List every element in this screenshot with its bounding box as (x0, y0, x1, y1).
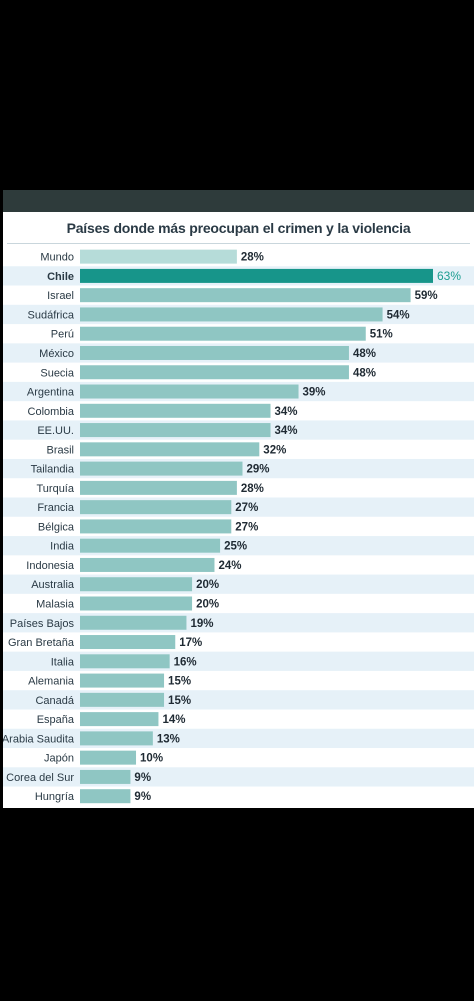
value-label-belgica: 27% (235, 521, 258, 533)
bar-sudafrica (80, 307, 383, 322)
category-label-paises-bajos: Países Bajos (10, 618, 75, 630)
category-label-israel: Israel (47, 290, 74, 302)
bar-ee-uu (80, 423, 271, 438)
value-label-malasia: 20% (196, 598, 219, 610)
value-label-canada: 15% (168, 695, 191, 707)
bar-belgica (80, 519, 232, 534)
bar-espana (80, 712, 159, 727)
value-label-espana: 14% (162, 714, 185, 726)
value-label-ee-uu: 34% (275, 425, 298, 437)
value-label-brasil: 32% (263, 444, 286, 456)
category-label-chile: Chile (47, 271, 74, 283)
bar-australia (80, 577, 193, 592)
bar-arabia-saudita (80, 731, 153, 746)
bar-israel (80, 288, 411, 303)
chart-title: Países donde más preocupan el crimen y l… (66, 220, 411, 236)
value-label-sudafrica: 54% (387, 309, 410, 321)
bar-argentina (80, 384, 299, 399)
category-label-tailandia: Tailandia (31, 464, 75, 476)
category-label-hungria: Hungría (35, 791, 75, 803)
bar-india (80, 538, 221, 553)
value-label-japon: 10% (140, 753, 163, 765)
bar-italia (80, 654, 170, 669)
category-label-canada: Canadá (35, 695, 74, 707)
value-label-israel: 59% (415, 290, 438, 302)
bar-alemania (80, 673, 165, 688)
bar-indonesia (80, 557, 215, 572)
value-label-colombia: 34% (275, 406, 298, 418)
category-label-indonesia: Indonesia (26, 560, 75, 572)
bar-turquia (80, 480, 237, 495)
bar-mexico (80, 345, 349, 360)
category-label-italia: Italia (51, 656, 75, 668)
category-label-arabia-saudita: Arabia Saudita (3, 733, 75, 745)
bar-canada (80, 692, 165, 707)
category-label-francia: Francia (37, 502, 75, 514)
value-label-tailandia: 29% (246, 464, 269, 476)
bar-hungria (80, 789, 131, 804)
bar-colombia (80, 403, 271, 418)
value-label-italia: 16% (174, 656, 197, 668)
category-label-sudafrica: Sudáfrica (28, 309, 75, 321)
bar-tailandia (80, 461, 243, 476)
category-label-espana: España (37, 714, 75, 726)
category-label-corea-del-sur: Corea del Sur (6, 772, 74, 784)
category-label-belgica: Bélgica (38, 521, 75, 533)
category-label-argentina: Argentina (27, 387, 75, 399)
bar-japon (80, 750, 137, 765)
category-label-peru: Perú (51, 329, 74, 341)
category-label-ee-uu: EE.UU. (37, 425, 74, 437)
value-label-suecia: 48% (353, 367, 376, 379)
value-label-australia: 20% (196, 579, 219, 591)
category-label-australia: Australia (31, 579, 75, 591)
category-label-mexico: México (39, 348, 74, 360)
category-label-brasil: Brasil (46, 444, 74, 456)
value-label-francia: 27% (235, 502, 258, 514)
value-label-alemania: 15% (168, 676, 191, 688)
value-label-turquia: 28% (241, 483, 264, 495)
value-label-argentina: 39% (303, 387, 326, 399)
value-label-hungria: 9% (134, 791, 151, 803)
value-label-indonesia: 24% (218, 560, 241, 572)
chart-panel: Países donde más preocupan el crimen y l… (3, 212, 474, 808)
value-label-mundo: 28% (241, 252, 264, 264)
value-label-mexico: 48% (353, 348, 376, 360)
value-label-corea-del-sur: 9% (134, 772, 151, 784)
bar-mundo (80, 249, 237, 264)
bar-peru (80, 326, 366, 341)
bar-francia (80, 500, 232, 515)
category-label-suecia: Suecia (40, 367, 75, 379)
category-label-malasia: Malasia (36, 598, 75, 610)
category-label-india: India (50, 541, 75, 553)
value-label-paises-bajos: 19% (190, 618, 213, 630)
category-label-turquia: Turquía (36, 483, 74, 495)
bar-paises-bajos (80, 615, 187, 630)
bar-malasia (80, 596, 193, 611)
value-label-peru: 51% (370, 329, 393, 341)
value-label-chile: 63% (437, 269, 461, 283)
bar-corea-del-sur (80, 769, 131, 784)
value-label-gran-bretana: 17% (179, 637, 202, 649)
bar-suecia (80, 365, 349, 380)
category-label-alemania: Alemania (28, 676, 75, 688)
bar-brasil (80, 442, 260, 457)
category-label-mundo: Mundo (40, 252, 74, 264)
header-band (3, 190, 474, 212)
value-label-india: 25% (224, 541, 247, 553)
value-label-arabia-saudita: 13% (157, 733, 180, 745)
bar-chile (80, 268, 433, 283)
bar-gran-bretana (80, 635, 176, 650)
category-label-colombia: Colombia (28, 406, 75, 418)
category-label-gran-bretana: Gran Bretaña (8, 637, 75, 649)
category-label-japon: Japón (44, 753, 74, 765)
bar-chart: Mundo 28% Chile 63% Israel 59% Sudáfrica 54% Per… (3, 249, 474, 804)
title-divider (7, 243, 470, 244)
